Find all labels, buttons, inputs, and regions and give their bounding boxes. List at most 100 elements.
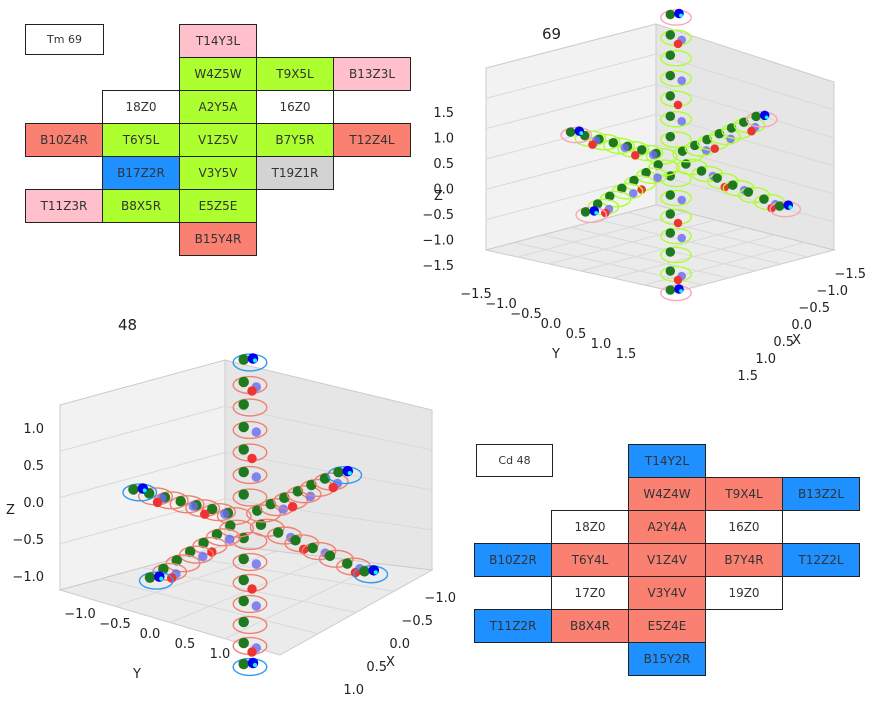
atom-green — [238, 466, 249, 478]
cd-grid-cell: 18Z0 — [551, 510, 629, 544]
atom-green — [665, 111, 676, 122]
orbital-ring — [709, 128, 741, 146]
plot-48-z-tick: 1.0 — [23, 422, 44, 437]
atom-red — [328, 482, 338, 493]
atom-blue — [648, 150, 658, 160]
plot-48-y-tick: 1.0 — [210, 647, 231, 662]
atom-red — [673, 100, 683, 110]
plot-48-x-tick: −1.0 — [424, 591, 456, 606]
orbital-ring — [660, 110, 692, 128]
tm-grid-cell: B15Y4R — [179, 222, 257, 256]
atom-green — [238, 376, 249, 388]
orbital-ring — [327, 466, 363, 485]
atom-green — [665, 131, 676, 142]
cd-grid-cell: 19Z0 — [705, 576, 783, 610]
plot-69-z-tick: 0.0 — [433, 183, 454, 198]
atom-cyan — [347, 471, 352, 476]
tm-grid-cell: A2Y5A — [179, 90, 257, 124]
atom-blue — [677, 233, 686, 243]
orbital-ring — [232, 465, 268, 485]
atom-green — [604, 191, 615, 201]
plot-48-z-ticks: 1.0 0.5 0.0 −0.5 −1.0 — [12, 422, 44, 585]
plot-69-z-tick: −0.5 — [422, 208, 454, 223]
atom-cyan — [579, 131, 584, 135]
plot-48-z-tick: 0.0 — [23, 496, 44, 511]
plot-69-y-tick: 0.0 — [541, 317, 562, 332]
orbital-ring — [232, 594, 268, 614]
plot-69-geometry — [560, 8, 802, 302]
plot-69-title: 69 — [542, 25, 561, 43]
orbital-ring — [232, 420, 268, 440]
tm-grid-label: Tm 69 — [25, 24, 104, 55]
atom-green — [759, 194, 769, 204]
orbital-ring — [232, 615, 268, 635]
atom-red — [630, 151, 640, 160]
atom-blue — [251, 427, 262, 437]
atom-red — [710, 144, 720, 153]
atom-blue — [198, 551, 208, 562]
cd-grid-cell: T11Z2R — [474, 609, 552, 643]
atom-green — [238, 354, 249, 365]
atom-red — [200, 509, 210, 519]
atom-green — [128, 484, 139, 495]
tm-grid-cell: T11Z3R — [25, 189, 103, 223]
plot-48: 48 1.00.50.0−0.5−1.0 −1.0−0.50.00.51.0 −… — [6, 316, 456, 698]
atom-green — [653, 160, 663, 170]
cd-grid-cell: B7Y4R — [705, 543, 783, 577]
orbital-ring — [660, 131, 692, 148]
atom-green — [665, 266, 676, 276]
plot-69-x-tick: 1.0 — [755, 352, 776, 367]
orbital-ring — [246, 504, 282, 523]
tm-grid-cell: V3Y5V — [179, 156, 257, 190]
plot-69-y-tick: 1.0 — [591, 337, 612, 352]
plot-69-y-tick: −1.0 — [485, 297, 517, 312]
plot-48-x-tick: 1.0 — [343, 683, 364, 698]
atom-green — [206, 503, 218, 515]
atom-green — [238, 658, 249, 670]
atom-cyan — [159, 576, 164, 581]
plot-69-y-tick: 0.5 — [566, 327, 587, 342]
cd-grid-cell: T6Y4L — [551, 543, 629, 577]
atom-green — [565, 127, 576, 137]
atom-green — [359, 566, 370, 577]
atom-red — [673, 275, 683, 285]
orbital-ring — [353, 565, 389, 584]
orbital-ring — [672, 145, 705, 163]
cd-grid-cell: 16Z0 — [705, 510, 783, 544]
atom-green — [665, 50, 676, 60]
atom-red — [247, 386, 257, 396]
atom-blue — [188, 501, 199, 511]
plot-48-geometry — [122, 353, 389, 677]
atom-blue-end — [137, 483, 148, 494]
cd-grid-cell: V3Y4V — [628, 576, 706, 610]
tm-grid-cell: T19Z1R — [256, 156, 334, 190]
atom-blue — [251, 601, 262, 611]
atom-green — [629, 175, 639, 186]
tm-grid-cell: T12Z4L — [333, 123, 411, 157]
plot-69-y-tick: −0.5 — [510, 307, 542, 322]
atom-green — [198, 537, 209, 549]
plot-69-y-ticks: −1.5−1.0−0.50.0 0.5 1.0 1.5 — [460, 287, 636, 362]
plot-69: 69 1.51.00.50.0−0.5−1.0−1.5 −1.5−1.0−0.5… — [422, 8, 866, 380]
atom-green — [743, 187, 754, 197]
plot-69-z-tick: 1.0 — [433, 132, 454, 147]
tm-grid-cell: B10Z4R — [25, 123, 103, 157]
tm-grid-cell: B13Z3L — [333, 57, 411, 91]
atom-green — [184, 546, 196, 557]
atom-blue — [278, 504, 289, 514]
atom-blue — [628, 189, 638, 198]
atom-green — [665, 228, 676, 238]
plot-48-z-label: Z — [6, 503, 15, 518]
cd-grid-cell: T14Y2L — [628, 444, 706, 478]
atom-red — [299, 544, 309, 555]
atom-green — [225, 520, 236, 531]
plot-69-z-label: Z — [434, 189, 443, 204]
tm-grid-cell: B7Y5R — [256, 123, 334, 157]
atom-blue — [677, 195, 686, 205]
atom-green — [171, 555, 183, 566]
orbital-ring — [660, 70, 692, 87]
plot-69-x-tick: 1.5 — [737, 369, 758, 380]
cd-grid-label: Cd 48 — [476, 444, 553, 477]
atom-green — [665, 190, 676, 200]
plot-69-z-tick: −1.5 — [422, 259, 454, 274]
